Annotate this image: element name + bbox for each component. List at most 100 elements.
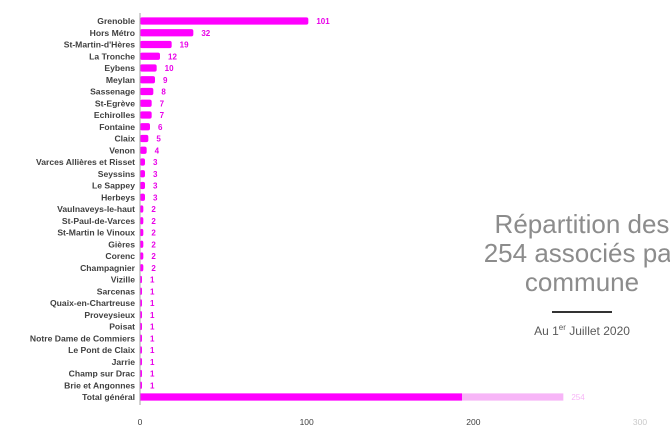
chart-title-line-3: commune (524, 267, 640, 297)
value-label: 10 (165, 64, 174, 73)
x-axis: 0 100 200 300 (138, 417, 648, 427)
value-label: 2 (151, 217, 156, 226)
value-label: 101 (316, 17, 330, 26)
value-label: 1 (150, 323, 155, 332)
value-label: 1 (150, 334, 155, 343)
chart-title-line-2: 254 associés par (483, 238, 670, 268)
bar (140, 158, 145, 166)
category-label: Quaix-en-Chartreuse (50, 298, 135, 308)
bar (140, 181, 145, 190)
category-label: Le Sappey (92, 181, 135, 191)
category-label: St-Martin le Vinoux (57, 228, 135, 238)
value-label: 1 (150, 346, 155, 355)
category-label: Eybens (104, 63, 135, 73)
bar (140, 111, 152, 119)
value-label: 2 (151, 229, 156, 238)
value-label: 2 (151, 264, 156, 273)
category-label: Venon (109, 145, 135, 155)
bar (140, 193, 145, 201)
chart-title-line-1: Répartition des (494, 209, 670, 239)
category-label: Le Pont de Claix (68, 345, 135, 355)
category-label: Jarrie (112, 357, 136, 367)
subtitle-suffix: Juillet 2020 (565, 324, 630, 338)
chart-subtitle: Au 1er Juillet 2020 (452, 323, 670, 338)
category-label: St-Egrève (95, 98, 135, 108)
bar (140, 252, 144, 260)
value-label: 3 (153, 170, 158, 179)
category-label: Champ sur Drac (69, 369, 136, 379)
category-label: Vizille (111, 275, 135, 285)
value-label: 6 (158, 123, 163, 132)
bar (140, 170, 145, 178)
value-label: 3 (153, 182, 158, 191)
category-label: Grenoble (97, 16, 135, 26)
category-label: Varces Allières et Risset (36, 157, 135, 167)
category-label: La Tronche (89, 51, 135, 61)
category-label: Hors Métro (90, 28, 135, 38)
bar (140, 134, 149, 143)
category-label: Sassenage (90, 87, 135, 97)
category-label: Echirolles (94, 110, 135, 120)
value-label: 1 (150, 287, 155, 296)
x-tick-label: 200 (466, 417, 480, 427)
bar-total (140, 393, 462, 401)
x-tick-label: 100 (300, 417, 314, 427)
value-label: 2 (151, 252, 156, 261)
bar (140, 146, 147, 154)
value-label: 5 (156, 135, 161, 144)
category-label: Seyssins (98, 169, 135, 179)
value-label: 254 (571, 393, 585, 402)
value-label: 3 (153, 193, 158, 202)
value-label: 32 (201, 29, 210, 38)
value-label: 4 (155, 146, 160, 155)
category-label: Corenc (105, 251, 135, 261)
value-label: 9 (163, 76, 168, 85)
value-label: 1 (150, 381, 155, 390)
bar (140, 123, 150, 131)
category-label: Champagnier (80, 263, 136, 273)
category-label: Notre Dame de Commiers (30, 333, 135, 343)
bar (140, 76, 155, 84)
category-label: St-Paul-de-Varces (62, 216, 135, 226)
value-label: 2 (151, 240, 156, 249)
value-label: 7 (160, 111, 165, 120)
x-tick-label: 0 (138, 417, 143, 427)
value-label: 19 (180, 41, 189, 50)
category-label: Sarcenas (97, 286, 135, 296)
category-label: Claix (114, 134, 135, 144)
category-label: Gières (108, 239, 135, 249)
value-label: 7 (160, 99, 165, 108)
bar (140, 264, 144, 272)
x-tick-label: 300 (633, 417, 647, 427)
category-label: Total général (82, 392, 135, 402)
title-divider (552, 311, 612, 313)
category-label: Poisat (109, 322, 135, 332)
value-label: 8 (161, 88, 166, 97)
value-label: 1 (150, 276, 155, 285)
bar (140, 52, 160, 60)
category-label: Proveysieux (84, 310, 135, 320)
bar (140, 40, 172, 49)
category-label: Meylan (106, 75, 135, 85)
value-label: 1 (150, 299, 155, 308)
value-label: 1 (150, 370, 155, 379)
value-label: 1 (150, 358, 155, 367)
value-label: 2 (151, 205, 156, 214)
bar (140, 99, 152, 107)
bar (140, 205, 144, 213)
value-label: 3 (153, 158, 158, 167)
category-label: Fontaine (99, 122, 135, 132)
bar (140, 17, 309, 25)
category-label: Brie et Angonnes (64, 380, 135, 390)
chart-title-block: Répartition des 254 associés par commune… (452, 209, 670, 339)
value-label: 1 (150, 311, 155, 320)
bar (140, 240, 144, 248)
bar (140, 29, 194, 37)
value-label: 12 (168, 52, 177, 61)
subtitle-prefix: Au 1 (534, 324, 559, 338)
subtitle-superscript: er (558, 323, 566, 332)
category-label: St-Martin-d'Hères (64, 40, 136, 50)
bar (140, 228, 144, 237)
